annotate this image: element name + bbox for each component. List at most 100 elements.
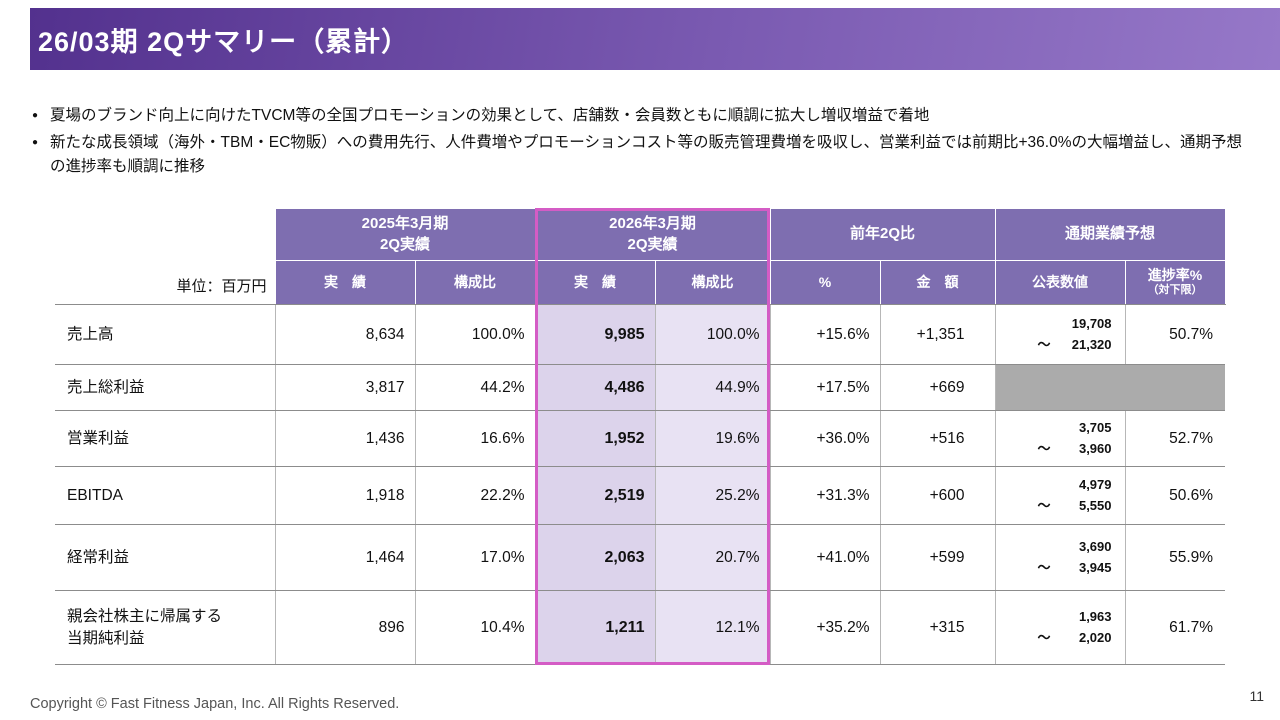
cell-yoy-pct: +17.5% (769, 364, 880, 411)
cell-yoy-amount: +1,351 (879, 304, 996, 365)
unit-label-cell: 単位：百万円 (55, 208, 275, 305)
cell-cy-ratio: 19.6% (654, 410, 770, 467)
cell-py-actual: 896 (274, 590, 415, 665)
col-head-yoy-amount: 金 額 (879, 260, 996, 305)
financial-table: 単位：百万円 2025年3月期 2Q実績 2026年3月期 2Q実績 前年2Q比 (55, 208, 1226, 665)
cell-cy-actual: 1,952 (534, 410, 655, 467)
cell-cy-actual: 1,211 (534, 590, 655, 665)
cell-cy-ratio: 25.2% (654, 466, 770, 525)
forecast-low: 19,708 (1071, 315, 1112, 331)
cell-cy-actual: 4,486 (534, 364, 655, 411)
cell-yoy-pct: +31.3% (769, 466, 880, 525)
title-banner: 26/03期 2Qサマリー（累計） (30, 8, 1280, 70)
forecast-high: 21,320 (1071, 336, 1112, 352)
page-title: 26/03期 2Qサマリー（累計） (38, 26, 410, 57)
row-label: 親会社株主に帰属する 当期純利益 (55, 590, 275, 665)
cell-py-ratio: 16.6% (414, 410, 535, 467)
row-operating-income: 営業利益 1,436 16.6% 1,952 19.6% +36.0% +516… (55, 410, 1226, 467)
cell-py-ratio: 44.2% (414, 364, 535, 411)
cell-py-ratio: 17.0% (414, 524, 535, 591)
col-group-full-year-forecast: 通期業績予想 (994, 208, 1226, 261)
row-profit-attributable-to-owners: 親会社株主に帰属する 当期純利益 896 10.4% 1,211 12.1% +… (55, 590, 1226, 665)
progress-head-line1: 進捗率% (1147, 266, 1203, 283)
cell-forecast: 3,690 ～ 3,945 (994, 524, 1126, 591)
cell-py-ratio: 22.2% (414, 466, 535, 525)
tilde: ～ (1037, 336, 1051, 352)
cell-py-ratio: 100.0% (414, 304, 535, 365)
unit-label: 単位：百万円 (176, 278, 267, 295)
row-gross-profit: 売上総利益 3,817 44.2% 4,486 44.9% +17.5% +66… (55, 364, 1226, 411)
group-label-line: 2025年3月期 (361, 215, 449, 233)
bullet-text: 新たな成長領域（海外・TBM・EC物販）への費用先行、人件費増やプロモーションコ… (50, 134, 1242, 176)
row-label: EBITDA (55, 466, 275, 525)
bullet-text: 夏場のブランド向上に向けたTVCM等の全国プロモーションの効果として、店舗数・会… (50, 107, 930, 124)
cell-progress: 50.7% (1124, 304, 1226, 365)
cell-py-actual: 3,817 (274, 364, 415, 411)
group-label-line: 2026年3月期 (609, 215, 696, 233)
group-header-row: 単位：百万円 2025年3月期 2Q実績 2026年3月期 2Q実績 前年2Q比 (55, 208, 1226, 305)
group-label-line: 前年2Q比 (850, 225, 916, 243)
col-group-fy2026-2q: 2026年3月期 2Q実績 (534, 208, 771, 261)
summary-bullets: ● 夏場のブランド向上に向けたTVCM等の全国プロモーションの効果として、店舗数… (32, 104, 1248, 182)
cell-yoy-pct: +15.6% (769, 304, 880, 365)
cell-yoy-pct: +41.0% (769, 524, 880, 591)
cell-yoy-pct: +36.0% (769, 410, 880, 467)
cell-cy-ratio: 44.9% (654, 364, 770, 411)
page-number: 11 (1249, 688, 1264, 704)
row-ebitda: EBITDA 1,918 22.2% 2,519 25.2% +31.3% +6… (55, 466, 1226, 525)
cell-progress: 52.7% (1124, 410, 1226, 467)
cell-yoy-amount: +600 (879, 466, 996, 525)
cell-forecast: 19,708 ～ 21,320 (994, 304, 1126, 365)
row-net-sales: 売上高 8,634 100.0% 9,985 100.0% +15.6% +1,… (55, 304, 1226, 365)
col-group-fy2025-2q: 2025年3月期 2Q実績 (274, 208, 536, 261)
row-label: 売上高 (55, 304, 275, 365)
forecast-high: 3,945 (1078, 559, 1112, 575)
forecast-range: ～ 5,550 (996, 496, 1112, 517)
forecast-range: ～ 21,320 (996, 335, 1112, 356)
cell-py-actual: 1,436 (274, 410, 415, 467)
forecast-range: ～ 3,960 (996, 439, 1112, 460)
forecast-low: 3,705 (1078, 419, 1112, 435)
cell-cy-ratio: 12.1% (654, 590, 770, 665)
cell-py-actual: 8,634 (274, 304, 415, 365)
bullet-item: ● 夏場のブランド向上に向けたTVCM等の全国プロモーションの効果として、店舗数… (32, 104, 1248, 128)
group-label-line: 2Q実績 (379, 235, 430, 253)
forecast-range: ～ 2,020 (996, 628, 1112, 649)
tilde: ～ (1037, 440, 1051, 456)
cell-cy-actual: 2,519 (534, 466, 655, 525)
sub-header-row: 実 績 構成比 実 績 構成比 % 金 額 公表数値 進捗率% （対下限） (55, 260, 1226, 305)
cell-progress: 55.9% (1124, 524, 1226, 591)
tilde: ～ (1037, 559, 1051, 575)
cell-yoy-amount: +315 (879, 590, 996, 665)
col-head-yoy-pct: % (769, 260, 881, 305)
group-label-line: 2Q実績 (627, 235, 678, 253)
forecast-low: 4,979 (1078, 476, 1112, 492)
forecast-high: 3,960 (1078, 440, 1112, 456)
forecast-range: ～ 3,945 (996, 558, 1112, 579)
row-label: 売上総利益 (55, 364, 275, 411)
cell-forecast-na (994, 364, 1226, 411)
row-label: 経常利益 (55, 524, 275, 591)
cell-yoy-pct: +35.2% (769, 590, 880, 665)
forecast-low: 3,690 (1078, 538, 1112, 554)
col-head-progress: 進捗率% （対下限） (1124, 260, 1226, 305)
summary-table: 単位：百万円 2025年3月期 2Q実績 2026年3月期 2Q実績 前年2Q比 (55, 208, 1226, 665)
col-head-cy-actual: 実 績 (534, 260, 656, 305)
cell-progress: 61.7% (1124, 590, 1226, 665)
col-head-py-actual: 実 績 (274, 260, 416, 305)
cell-yoy-amount: +516 (879, 410, 996, 467)
forecast-low: 1,963 (1078, 608, 1112, 624)
cell-cy-ratio: 20.7% (654, 524, 770, 591)
cell-cy-actual: 2,063 (534, 524, 655, 591)
cell-cy-ratio: 100.0% (654, 304, 770, 365)
col-head-cy-ratio: 構成比 (654, 260, 771, 305)
tilde: ～ (1037, 629, 1051, 645)
tilde: ～ (1037, 497, 1051, 513)
cell-py-actual: 1,918 (274, 466, 415, 525)
forecast-high: 5,550 (1078, 497, 1112, 513)
row-label: 営業利益 (55, 410, 275, 467)
cell-py-actual: 1,464 (274, 524, 415, 591)
col-head-py-ratio: 構成比 (414, 260, 536, 305)
forecast-high: 2,020 (1078, 629, 1112, 645)
